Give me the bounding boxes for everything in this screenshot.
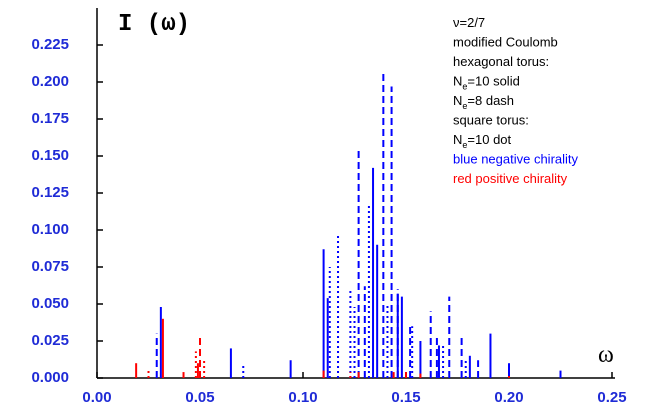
y-tick-label: 0.175 [31,110,69,127]
annotation: ν=2/7 [453,15,485,30]
annotation-part: =10 solid [467,74,519,89]
annotation-part: N [453,132,462,147]
annotation-part: blue negative chirality [453,152,579,167]
annotation-part: ν=2/7 [453,15,485,30]
annotation: blue negative chirality [453,152,579,167]
annotation-part: square torus: [453,113,529,128]
x-tick-label: 0.00 [82,389,111,406]
annotation: red positive chirality [453,171,568,186]
annotation: modified Coulomb [453,35,558,50]
y-axis-label: I (ω) [118,11,190,38]
annotation-part: =10 dot [467,132,511,147]
x-tick-label: 0.15 [391,389,420,406]
y-tick-label: 0.050 [31,295,69,312]
annotation: Ne=8 dash [453,93,514,111]
annotation: square torus: [453,113,529,128]
x-tick-label: 0.20 [494,389,523,406]
y-tick-label: 0.025 [31,332,69,349]
annotation-part: e [462,140,467,150]
annotation-part: hexagonal torus: [453,54,549,69]
x-axis-label: ω [598,342,614,368]
annotation: hexagonal torus: [453,54,549,69]
annotation: Ne=10 dot [453,132,512,150]
y-tick-label: 0.200 [31,73,69,90]
annotation-part: modified Coulomb [453,35,558,50]
annotation-part: N [453,93,462,108]
y-tick-label: 0.125 [31,184,69,201]
annotation-part: e [462,82,467,92]
annotation-part: =8 dash [467,93,514,108]
annotation-part: N [453,74,462,89]
y-tick-label: 0.100 [31,221,69,238]
y-tick-label: 0.150 [31,147,69,164]
annotation: Ne=10 solid [453,74,520,92]
y-tick-label: 0.000 [31,369,69,386]
annotation-part: e [462,101,467,111]
x-tick-label: 0.25 [597,389,626,406]
y-tick-label: 0.225 [31,36,69,53]
annotation-part: red positive chirality [453,171,568,186]
x-tick-label: 0.10 [288,389,317,406]
x-tick-label: 0.05 [185,389,214,406]
y-tick-label: 0.075 [31,258,69,275]
